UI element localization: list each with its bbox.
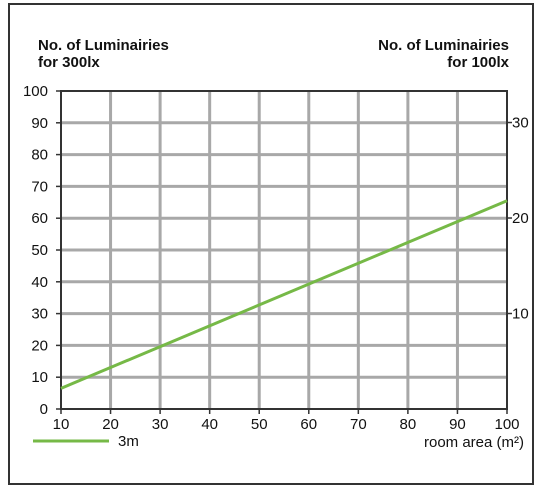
y-left-tick-label-40: 40 bbox=[31, 274, 48, 291]
y-left-tick-label-60: 60 bbox=[31, 210, 48, 227]
x-tick-label-10: 10 bbox=[53, 416, 70, 433]
x-tick-label-60: 60 bbox=[300, 416, 317, 433]
grid-layer bbox=[61, 91, 507, 409]
y-left-tick-label-90: 90 bbox=[31, 115, 48, 132]
right-axis-title-line1: No. of Luminairies bbox=[378, 37, 509, 54]
x-tick-label-90: 90 bbox=[449, 416, 466, 433]
left-axis-title-line2: for 300lx bbox=[38, 54, 100, 71]
y-left-tick-label-70: 70 bbox=[31, 178, 48, 195]
series-line-3m bbox=[60, 199, 508, 390]
left-axis-title-line1: No. of Luminairies bbox=[38, 37, 169, 54]
y-left-tick-label-80: 80 bbox=[31, 147, 48, 164]
series-layer bbox=[60, 199, 508, 390]
y-right-tick-label-30: 30 bbox=[512, 115, 529, 132]
y-left-tick-label-0: 0 bbox=[40, 401, 48, 418]
y-right-tick-label-10: 10 bbox=[512, 306, 529, 323]
x-tick-label-30: 30 bbox=[152, 416, 169, 433]
x-tick-label-20: 20 bbox=[102, 416, 119, 433]
y-right-tick-label-20: 20 bbox=[512, 210, 529, 227]
y-left-tick-label-20: 20 bbox=[31, 337, 48, 354]
x-tick-label-70: 70 bbox=[350, 416, 367, 433]
y-left-tick-label-50: 50 bbox=[31, 242, 48, 259]
x-tick-label-50: 50 bbox=[251, 416, 268, 433]
legend-label-3m: 3m bbox=[118, 433, 139, 450]
right-axis-title-line2: for 100lx bbox=[447, 54, 509, 71]
y-left-tick-label-10: 10 bbox=[31, 369, 48, 386]
x-tick-label-40: 40 bbox=[201, 416, 218, 433]
tick-layer: 0 10 20 30 40 50 60 70 80 90 100 10 20 30 10 20 30 40 50 60… bbox=[23, 83, 529, 433]
y-left-tick-label-30: 30 bbox=[31, 306, 48, 323]
chart-frame bbox=[8, 3, 534, 485]
x-tick-label-100: 100 bbox=[494, 416, 519, 433]
y-left-tick-label-100: 100 bbox=[23, 83, 48, 100]
x-axis-label: room area (m²) bbox=[424, 434, 524, 451]
x-tick-label-80: 80 bbox=[400, 416, 417, 433]
